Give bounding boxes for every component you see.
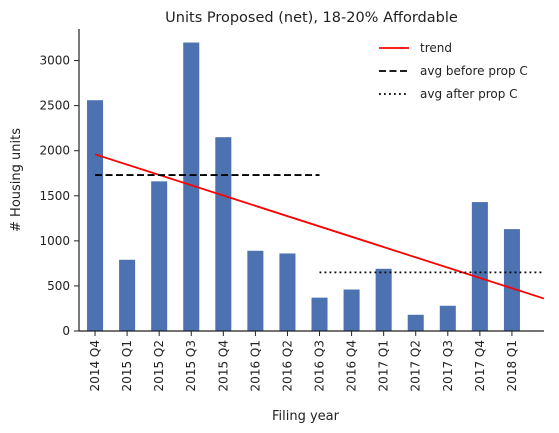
- x-tick-label: 2016 Q2: [280, 340, 294, 391]
- y-ticks-group: 0 500 1000 1500 2000 2500 3000: [39, 54, 79, 338]
- x-tick-label: 2015 Q4: [216, 340, 230, 391]
- x-tick-label: 2018 Q1: [505, 340, 519, 391]
- legend-entry: trend: [420, 41, 452, 55]
- bars-group: [87, 42, 520, 331]
- y-tick-label: 3000: [39, 54, 70, 68]
- overlay-lines-group: [94, 153, 545, 300]
- x-tick-label: 2015 Q3: [184, 340, 198, 391]
- bar-2017-q1: [375, 268, 392, 331]
- y-tick-label: 500: [47, 279, 70, 293]
- legend-entry: avg after prop C: [420, 87, 518, 101]
- legend-entry: avg before prop C: [420, 64, 528, 78]
- bar-2014-q4: [87, 100, 104, 331]
- legend: trend avg before prop C avg after prop C: [379, 41, 528, 101]
- bar-2015-q4: [215, 137, 232, 331]
- y-tick-label: 2000: [39, 144, 70, 158]
- x-tick-label: 2017 Q3: [441, 340, 455, 391]
- chart-title: Units Proposed (net), 18-20% Affordable: [165, 10, 458, 26]
- axes-group: [78, 29, 544, 332]
- x-tick-label: 2016 Q1: [248, 340, 262, 391]
- x-ticks-group: 2014 Q4 2015 Q1 2015 Q2 2015 Q3 2015 Q4 2016 …: [88, 331, 519, 391]
- bar-2015-q1: [119, 259, 136, 331]
- y-tick-label: 2500: [39, 99, 70, 113]
- bar-2017-q3: [439, 305, 456, 331]
- x-tick-label: 2016 Q4: [345, 340, 359, 391]
- bar-2016-q3: [311, 297, 328, 331]
- bar-2017-q4: [471, 202, 488, 331]
- x-tick-label: 2016 Q3: [313, 340, 327, 391]
- bar-2015-q2: [151, 181, 168, 331]
- x-axis-label: Filing year: [272, 409, 340, 424]
- line-trend: [94, 153, 545, 300]
- y-tick-label: 1000: [39, 234, 70, 248]
- x-tick-label: 2017 Q4: [473, 340, 487, 391]
- y-tick-label: 0: [62, 324, 70, 338]
- x-tick-label: 2017 Q2: [409, 340, 423, 391]
- x-tick-label: 2015 Q2: [152, 340, 166, 391]
- bar-2016-q2: [279, 253, 296, 331]
- x-tick-label: 2014 Q4: [88, 340, 102, 391]
- y-tick-label: 1500: [39, 189, 70, 203]
- y-axis-label: # Housing units: [9, 128, 24, 232]
- bar-2017-q2: [407, 314, 424, 331]
- bar-2016-q4: [343, 289, 360, 331]
- bar-2016-q1: [247, 250, 264, 331]
- x-tick-label: 2015 Q1: [120, 340, 134, 391]
- bar-2015-q3: [183, 42, 200, 331]
- x-tick-label: 2017 Q1: [377, 340, 391, 391]
- bar-2018-q1: [503, 229, 520, 331]
